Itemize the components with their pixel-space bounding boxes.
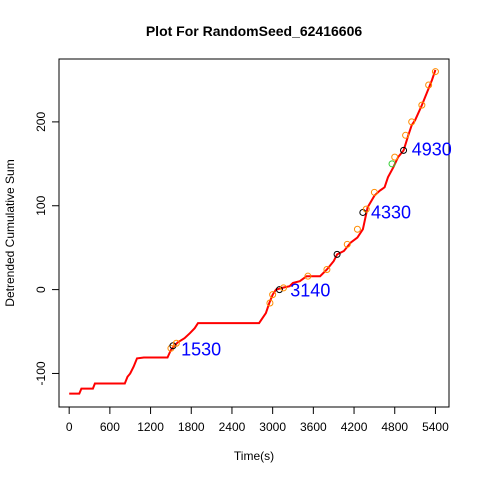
annotation-label: 1530 xyxy=(181,339,221,359)
y-tick-label: 200 xyxy=(34,112,48,132)
x-tick-label: 1200 xyxy=(137,420,164,434)
annotation-label: 4930 xyxy=(412,140,452,160)
data-point-marker xyxy=(323,265,331,273)
annotation-label: 4330 xyxy=(371,203,411,223)
x-tick-label: 0 xyxy=(66,420,73,434)
x-axis-label: Time(s) xyxy=(234,449,274,463)
annotation-label: 3140 xyxy=(290,281,330,301)
data-point-marker xyxy=(362,205,370,213)
y-tick-label: 100 xyxy=(34,195,48,215)
chart-title: Plot For RandomSeed_62416606 xyxy=(146,23,363,39)
data-point-marker xyxy=(343,240,351,248)
data-point-marker xyxy=(280,284,288,292)
x-tick-label: 3000 xyxy=(259,420,286,434)
plot-area: 1530 3140 4330 4930 xyxy=(69,68,452,395)
y-tick-label: 0 xyxy=(34,286,48,293)
x-tick-label: 4800 xyxy=(381,420,408,434)
x-tick-label: 600 xyxy=(100,420,120,434)
data-point-marker xyxy=(359,208,367,216)
data-point-marker xyxy=(431,68,439,76)
data-point-marker xyxy=(370,188,378,196)
data-point-marker xyxy=(418,101,426,109)
series-line xyxy=(69,69,437,395)
plot-frame xyxy=(58,58,450,408)
y-axis-label: Detrended Cumulative Sum xyxy=(3,159,17,306)
data-point-marker xyxy=(408,118,416,126)
data-point-marker xyxy=(353,225,361,233)
x-tick-label: 4200 xyxy=(341,420,368,434)
y-axis: -100 0 100 200 xyxy=(34,112,60,385)
data-point-marker xyxy=(266,299,274,307)
data-point-marker xyxy=(388,160,396,168)
data-point-marker xyxy=(425,81,433,89)
data-point-marker xyxy=(391,153,399,161)
data-point-marker xyxy=(269,291,277,299)
data-point-marker xyxy=(304,272,312,280)
x-tick-label: 1800 xyxy=(178,420,205,434)
x-tick-label: 5400 xyxy=(422,420,449,434)
y-tick-label: -100 xyxy=(34,361,48,385)
data-point-marker xyxy=(333,250,341,258)
x-tick-label: 2400 xyxy=(219,420,246,434)
x-tick-label: 3600 xyxy=(300,420,327,434)
data-point-marker xyxy=(275,286,283,294)
x-axis: 0 600 1200 1800 2400 3000 3600 4200 4800 5400 xyxy=(66,406,449,434)
data-point-marker xyxy=(400,146,408,154)
data-point-marker xyxy=(172,339,180,347)
data-point-marker xyxy=(402,131,410,139)
